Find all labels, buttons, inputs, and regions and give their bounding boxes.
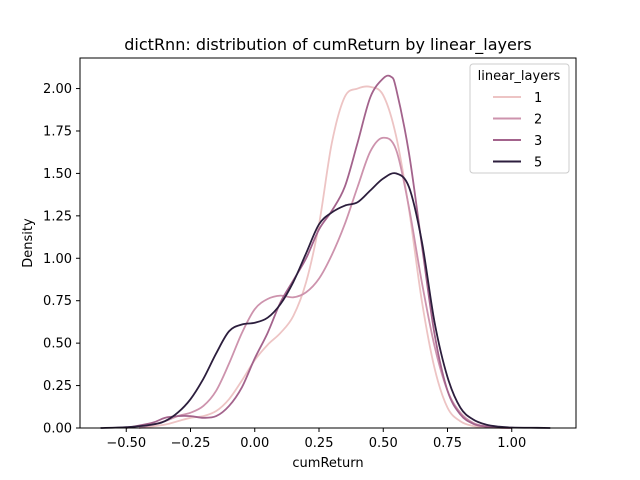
legend-label-5: 5: [534, 156, 542, 171]
y-tick-label: 1.00: [43, 252, 72, 267]
legend: linear_layers 1 2 3 5: [469, 63, 570, 174]
series-line-1: [138, 85, 512, 429]
x-tick-label: 0.00: [240, 436, 269, 451]
y-tick-label: 1.75: [43, 124, 72, 139]
series-lines: [100, 74, 551, 429]
legend-title: linear_layers: [478, 69, 561, 84]
plot-frame: [79, 57, 577, 429]
legend-label-3: 3: [534, 134, 542, 149]
x-tick-label: 0.50: [369, 436, 398, 451]
chart-title: dictRnn: distribution of cumReturn by li…: [124, 35, 531, 55]
y-tick-label: 0.50: [43, 337, 72, 352]
x-axis-ticks: −0.50 −0.25 0.00 0.25 0.50 0.75 1.00: [106, 428, 526, 451]
x-tick-label: 0.75: [433, 436, 462, 451]
legend-items: 1 2 3 5: [493, 91, 542, 171]
legend-label-1: 1: [534, 91, 542, 106]
series-line-5: [100, 172, 551, 429]
series-line-3: [126, 74, 512, 429]
y-tick-label: 0.75: [43, 294, 72, 309]
x-tick-label: −0.25: [171, 436, 211, 451]
y-tick-label: 2.00: [43, 82, 72, 97]
y-tick-label: 0.00: [43, 422, 72, 437]
y-tick-label: 0.25: [43, 379, 72, 394]
x-tick-label: −0.50: [106, 436, 146, 451]
y-tick-label: 1.50: [43, 167, 72, 182]
x-axis-label: cumReturn: [292, 456, 363, 471]
y-axis-ticks: 0.00 0.25 0.50 0.75 1.00 1.25 1.50 1.75 2.00: [43, 82, 80, 437]
y-tick-label: 1.25: [43, 209, 72, 224]
legend-label-2: 2: [534, 113, 542, 128]
x-tick-label: 0.25: [305, 436, 334, 451]
y-axis-label: Density: [21, 218, 36, 268]
x-tick-label: 1.00: [497, 436, 526, 451]
